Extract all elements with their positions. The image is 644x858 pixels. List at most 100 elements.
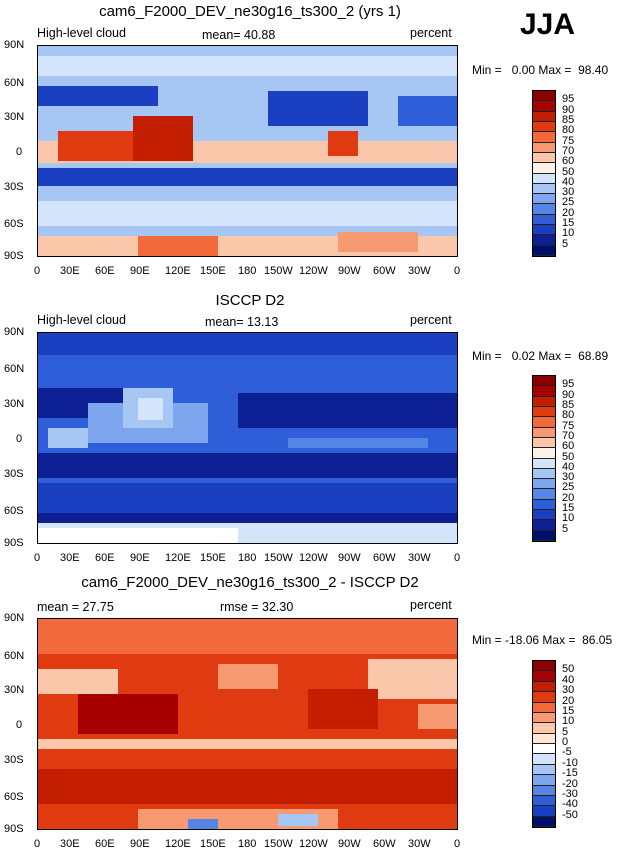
colorbar-swatch <box>533 510 555 521</box>
lat-tick: 0 <box>16 433 23 445</box>
lon-tick: 30E <box>60 838 80 850</box>
lat-tick: 30S <box>4 754 24 766</box>
colorbar-label: 80 <box>562 409 575 422</box>
panel3-field <box>38 619 457 829</box>
colorbar-swatch <box>533 754 555 765</box>
colorbar-swatch <box>533 479 555 490</box>
lat-tick: 90S <box>4 250 24 262</box>
colorbar-label: 75 <box>562 419 575 432</box>
lon-tick: 180 <box>238 265 257 277</box>
colorbar-label: -15 <box>562 767 578 780</box>
colorbar-swatch <box>533 142 555 153</box>
colorbar-label: 90 <box>562 103 575 116</box>
panel3-map <box>37 618 458 830</box>
lon-tick: 60W <box>373 265 396 277</box>
panel2-units: percent <box>410 313 452 327</box>
lat-tick: 90N <box>4 326 25 338</box>
lat-tick: 0 <box>16 719 23 731</box>
lon-tick: 0 <box>34 552 41 564</box>
lon-tick: 150E <box>200 552 226 564</box>
lon-tick: 120E <box>165 265 191 277</box>
colorbar-label: 85 <box>562 398 575 411</box>
colorbar-label: 80 <box>562 124 575 137</box>
colorbar-swatch <box>533 671 555 682</box>
lon-tick: 30W <box>408 552 431 564</box>
colorbar-label: 50 <box>562 663 575 676</box>
colorbar-swatch <box>533 437 555 449</box>
lat-tick: 60S <box>4 791 24 803</box>
lon-tick: 0 <box>34 265 41 277</box>
lon-tick: 30E <box>60 265 80 277</box>
lat-tick: 0 <box>16 146 23 158</box>
colorbar-swatch <box>533 427 555 438</box>
colorbar-label: 15 <box>562 217 575 230</box>
lon-tick: 90E <box>130 838 150 850</box>
colorbar-label: 30 <box>562 684 575 697</box>
lon-tick: 150E <box>200 838 226 850</box>
lon-tick: 60E <box>95 552 115 564</box>
lon-tick: 120W <box>299 265 328 277</box>
lon-tick: 120E <box>165 552 191 564</box>
colorbar-label: 15 <box>562 502 575 515</box>
lon-tick: 0 <box>34 838 41 850</box>
lon-tick: 120W <box>299 552 328 564</box>
colorbar-label: 40 <box>562 175 575 188</box>
colorbar-swatch <box>533 489 555 500</box>
colorbar-swatch <box>533 795 555 807</box>
colorbar-label: -20 <box>562 777 578 790</box>
lon-tick: 60E <box>95 265 115 277</box>
lon-tick: 180 <box>238 552 257 564</box>
lon-tick: 90W <box>338 265 361 277</box>
lon-tick: 60W <box>373 552 396 564</box>
colorbar-label: -50 <box>562 808 578 821</box>
colorbar-swatch <box>533 194 555 205</box>
colorbar-swatch <box>533 132 555 143</box>
colorbar-swatch <box>533 816 555 827</box>
colorbar-label: 20 <box>562 694 575 707</box>
lon-tick: 90E <box>130 552 150 564</box>
colorbar-swatch <box>533 712 555 724</box>
panel2-minmax: Min = 0.02 Max = 68.89 <box>472 349 609 363</box>
colorbar-swatch <box>533 764 555 776</box>
lat-tick: 90N <box>4 612 25 624</box>
lon-tick: 0 <box>454 265 461 277</box>
colorbar-swatch <box>533 152 555 164</box>
colorbar-label: 5 <box>562 725 569 738</box>
lon-tick: 150W <box>264 265 293 277</box>
colorbar-swatch <box>533 173 555 184</box>
lon-tick: 150W <box>264 552 293 564</box>
colorbar-label: 15 <box>562 704 575 717</box>
colorbar-swatch <box>533 235 555 246</box>
colorbar-label: 5 <box>562 522 569 535</box>
colorbar-label: 5 <box>562 237 569 250</box>
colorbar-label: 20 <box>562 206 575 219</box>
panel2-field <box>38 333 457 543</box>
colorbar-swatch <box>533 681 555 693</box>
lon-tick: 90E <box>130 265 150 277</box>
colorbar-swatch <box>533 499 555 511</box>
lat-tick: 90N <box>4 39 25 51</box>
panel2-variable: High-level cloud <box>37 313 126 327</box>
lat-tick: 30N <box>4 111 25 123</box>
colorbar-swatch <box>533 448 555 459</box>
colorbar-swatch <box>533 376 555 387</box>
lat-tick: 60S <box>4 505 24 517</box>
colorbar-swatch <box>533 806 555 817</box>
colorbar-label: 75 <box>562 134 575 147</box>
colorbar-swatch <box>533 386 555 397</box>
panel3-rmse: rmse = 32.30 <box>220 600 294 614</box>
colorbar-label: 10 <box>562 512 575 525</box>
lon-tick: 120W <box>299 838 328 850</box>
colorbar-swatch <box>533 214 555 226</box>
lon-tick: 60W <box>373 838 396 850</box>
colorbar-swatch <box>533 775 555 786</box>
panel2-title: ISCCP D2 <box>215 292 285 309</box>
colorbar-swatch <box>533 183 555 195</box>
lat-tick: 30N <box>4 398 25 410</box>
lat-tick: 60N <box>4 363 25 375</box>
lon-tick: 30E <box>60 552 80 564</box>
colorbar-label: 40 <box>562 673 575 686</box>
colorbar-label: 30 <box>562 186 575 199</box>
season-label: JJA <box>520 8 576 41</box>
lon-tick: 150E <box>200 265 226 277</box>
